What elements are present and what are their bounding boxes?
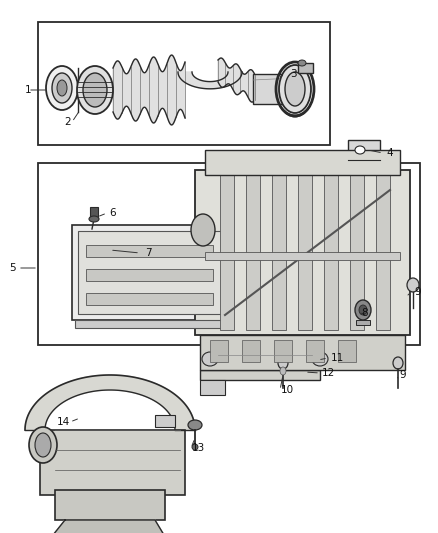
Ellipse shape [29,427,57,463]
Bar [200,335,405,370]
Ellipse shape [279,65,311,113]
Polygon shape [45,520,170,533]
Bar [38,163,420,345]
Bar [86,293,213,305]
Bar [350,175,364,330]
Polygon shape [113,55,185,125]
Text: 7: 7 [145,248,151,258]
Ellipse shape [278,357,288,369]
Bar [298,63,313,73]
Ellipse shape [407,278,419,292]
Bar [324,175,338,330]
Bar [75,320,224,328]
Bar [38,22,330,145]
Text: 3: 3 [290,69,297,79]
Text: 1: 1 [25,85,31,95]
Bar [200,380,225,395]
Ellipse shape [355,300,371,320]
Ellipse shape [298,60,306,66]
Bar [210,340,228,362]
Ellipse shape [57,80,67,96]
Text: 5: 5 [9,263,15,273]
Ellipse shape [312,352,328,366]
Bar [195,170,410,335]
Bar [246,175,260,330]
Bar [210,352,320,366]
Ellipse shape [285,72,305,106]
Ellipse shape [202,352,218,366]
Bar [72,225,227,320]
Polygon shape [218,58,255,102]
Polygon shape [178,72,242,89]
Ellipse shape [188,420,202,430]
Bar [242,340,260,362]
Bar [274,340,292,362]
Bar [205,150,400,175]
Polygon shape [25,375,195,430]
Ellipse shape [191,214,215,246]
Bar [338,340,356,362]
Text: 12: 12 [321,368,335,378]
Bar [272,175,286,330]
Bar [86,269,213,281]
Text: 2: 2 [65,117,71,127]
Bar [298,175,312,330]
Ellipse shape [46,66,78,110]
Text: 6: 6 [110,208,117,218]
Bar [78,231,221,314]
Bar [40,430,185,495]
Ellipse shape [83,73,107,107]
Text: 11: 11 [330,353,344,363]
Bar [348,140,380,160]
Ellipse shape [35,433,51,457]
Bar [90,207,98,219]
Text: 4: 4 [387,148,393,158]
Ellipse shape [77,66,113,114]
Text: 10: 10 [280,385,293,395]
Bar [348,160,380,168]
Ellipse shape [280,367,286,375]
Ellipse shape [393,357,403,369]
Ellipse shape [89,216,99,222]
Text: 14: 14 [57,417,70,427]
Text: 8: 8 [362,308,368,318]
Text: 13: 13 [191,443,205,453]
Ellipse shape [355,146,365,154]
Bar [155,415,175,427]
Ellipse shape [192,444,198,450]
Bar [376,175,390,330]
Bar [200,370,320,380]
Text: 9: 9 [415,287,421,297]
Bar [205,252,400,260]
Bar [220,175,234,330]
Bar [86,245,213,257]
Bar [55,490,165,520]
Bar [356,320,370,325]
Ellipse shape [52,73,72,103]
Ellipse shape [359,305,367,315]
Bar [253,74,295,104]
Bar [227,230,233,325]
Bar [306,340,324,362]
Text: 9: 9 [400,370,406,380]
